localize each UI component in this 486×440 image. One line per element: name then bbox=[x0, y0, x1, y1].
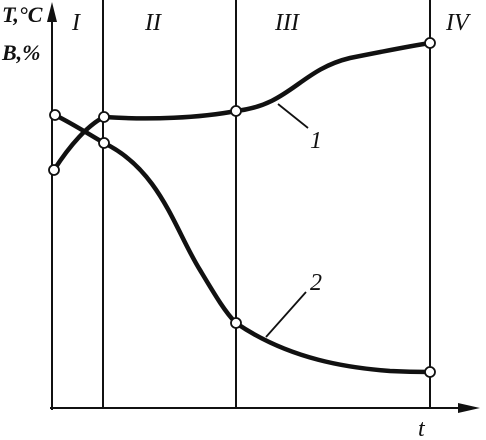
point bbox=[230, 105, 242, 117]
point bbox=[230, 317, 242, 329]
leader-line bbox=[265, 291, 307, 338]
y-label-temperature: T,°C bbox=[2, 2, 43, 27]
curve-1 bbox=[51, 40, 433, 173]
zone-label: IV bbox=[445, 10, 471, 36]
curve-2 bbox=[52, 112, 433, 375]
point bbox=[48, 164, 60, 176]
zone-label: I bbox=[71, 10, 81, 36]
zone-label: III bbox=[274, 10, 300, 36]
point bbox=[49, 109, 61, 121]
curve-label: 1 bbox=[310, 128, 322, 154]
y-arrow bbox=[47, 2, 57, 22]
y-label-moisture: B,% bbox=[1, 40, 41, 65]
point bbox=[98, 111, 110, 123]
point bbox=[424, 366, 436, 378]
point bbox=[424, 37, 436, 49]
point bbox=[98, 137, 110, 149]
curve-label: 2 bbox=[310, 270, 322, 296]
leader-line bbox=[277, 103, 309, 129]
x-arrow bbox=[458, 403, 480, 413]
zone-label: II bbox=[144, 10, 162, 36]
x-label: t bbox=[418, 416, 426, 440]
